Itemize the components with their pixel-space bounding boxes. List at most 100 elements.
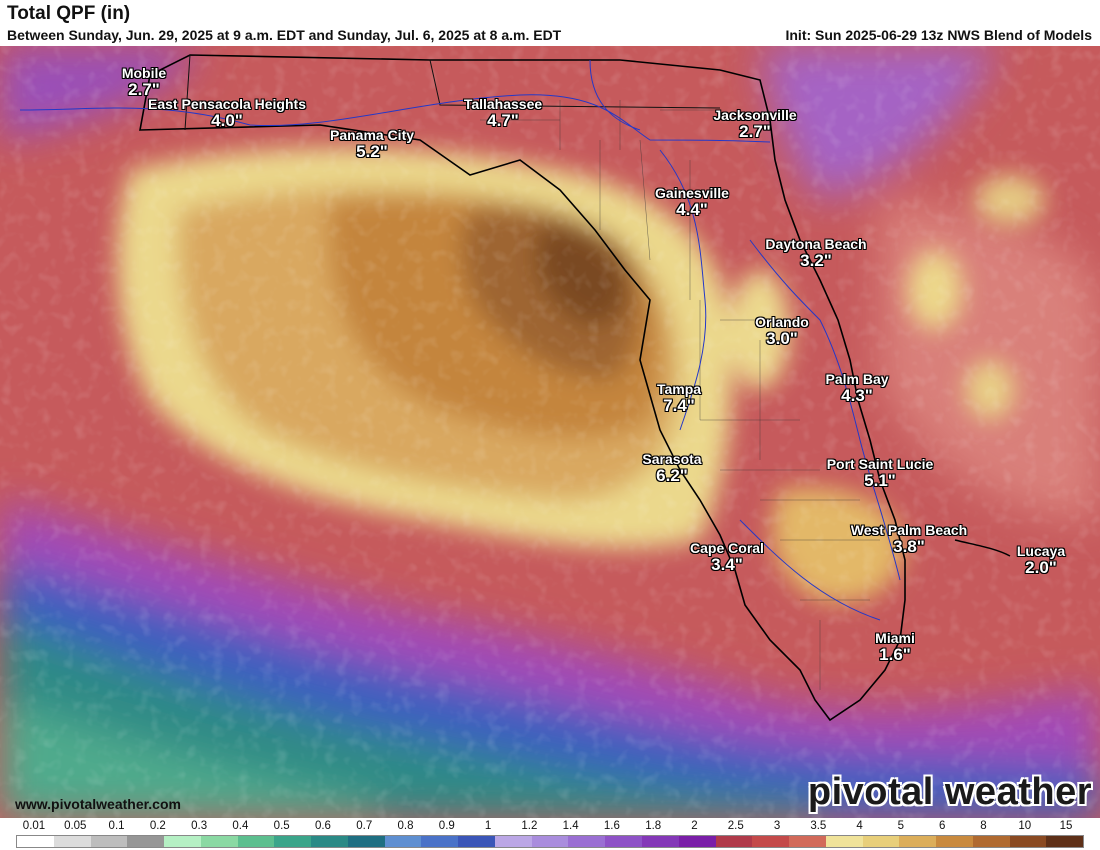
city-label: Palm Bay 4.3" [825,372,888,404]
city-rainfall: 3.4" [711,555,743,574]
city-label: East Pensacola Heights 4.0" [148,97,306,129]
city-label: West Palm Beach 3.8" [851,523,967,555]
map-subtitle: Between Sunday, Jun. 29, 2025 at 9 a.m. … [7,27,562,43]
legend-tick-label: 2.5 [727,820,744,832]
city-rainfall: 2.7" [128,80,160,99]
city-rainfall: 2.0" [1025,558,1057,577]
legend-tick-label: 6 [938,820,946,832]
legend-swatch [1009,836,1047,847]
legend-tick-label: 3 [773,820,781,832]
legend-swatch [862,836,900,847]
legend-tick-label: 0.2 [149,820,166,832]
model-init: Init: Sun 2025-06-29 13z NWS Blend of Mo… [785,27,1092,43]
city-name: Sarasota [642,451,702,467]
legend-swatch [642,836,679,847]
city-rainfall: 6.2" [656,466,688,485]
legend-tick-label: 1.6 [603,820,620,832]
website-link[interactable]: www.pivotalweather.com [15,796,181,812]
city-rainfall: 3.8" [893,537,925,556]
legend-tick-label: 3.5 [810,820,827,832]
city-name: West Palm Beach [850,522,968,538]
city-rainfall: 3.2" [800,251,832,270]
legend-swatch [458,836,495,847]
color-legend: 0.01 0.05 0.1 0.2 0.3 0.4 0.5 0.6 0.7 0.8 0.9 1 1.2 1… [0,818,1100,850]
legend-swatch [605,836,643,847]
city-name: Port Saint Lucie [826,456,934,472]
city-name: Lucaya [1016,543,1066,559]
city-label: Mobile 2.7" [122,66,166,98]
legend-swatch [53,836,91,847]
city-name: Orlando [755,314,809,330]
city-label: Orlando 3.0" [755,315,809,347]
city-label: Cape Coral 3.4" [690,541,764,573]
city-label: Gainesville 4.4" [655,186,729,218]
map-title: Total QPF (in) [7,3,131,24]
legend-tick-label: 4 [856,820,863,832]
legend-swatch [1046,836,1084,847]
city-label: Port Saint Lucie 5.1" [827,457,934,489]
city-label: Panama City 5.2" [330,128,414,160]
legend-tick-label: 0.5 [273,820,290,832]
map-header: Total QPF (in) Between Sunday, Jun. 29, … [0,0,1100,46]
legend-tick-label: 0.01 [22,820,46,832]
legend-tick-label: 5 [897,820,905,832]
legend-swatch [494,836,532,847]
city-rainfall: 4.3" [841,386,873,405]
city-name: Cape Coral [690,540,764,556]
legend-swatch [752,836,790,847]
legend-tick-label: 0.3 [191,820,208,832]
legend-swatch [274,836,312,847]
city-rainfall: 5.1" [864,471,896,490]
legend-color-bar [16,835,1084,848]
city-name: Jacksonville [713,107,797,123]
city-rainfall: 4.7" [487,111,519,130]
city-label: Tallahassee 4.7" [464,97,542,129]
legend-swatch [90,836,128,847]
legend-swatch [568,836,606,847]
legend-tick-label: 10 [1018,820,1032,832]
city-name: Mobile [121,65,167,81]
legend-swatch [531,836,569,847]
legend-swatch [311,836,348,847]
legend-swatch [972,836,1010,847]
legend-tick-label: 1.8 [645,820,662,832]
legend-tick-label: 0.7 [356,820,373,832]
city-rainfall: 7.4" [663,396,695,415]
legend-swatch [347,836,385,847]
city-name: Daytona Beach [765,236,867,252]
city-label: Lucaya 2.0" [1017,544,1065,576]
city-name: Palm Bay [825,371,889,387]
city-name: Miami [875,630,915,646]
legend-swatch [715,836,753,847]
precipitation-map[interactable]: Mobile 2.7" East Pensacola Heights 4.0" … [0,46,1100,818]
city-label: Daytona Beach 3.2" [765,237,866,269]
legend-tick-label: 0.1 [108,820,125,832]
city-label: Sarasota 6.2" [642,452,701,484]
legend-swatch [17,836,54,847]
legend-ticks: 0.01 0.05 0.1 0.2 0.3 0.4 0.5 0.6 0.7 0.8 0.9 1 1.2 1… [0,820,1100,834]
city-name: Panama City [329,127,415,143]
city-rainfall: 5.2" [356,142,388,161]
city-label: Miami 1.6" [875,631,915,663]
city-label: Tampa 7.4" [657,382,701,414]
florida-outline [139,54,906,722]
legend-swatch [237,836,275,847]
legend-tick-label: 0.9 [438,820,455,832]
legend-tick-label: 0.4 [232,820,249,832]
city-rainfall: 2.7" [739,122,771,141]
city-name: Tampa [656,381,702,397]
legend-tick-label: 2 [691,820,698,832]
brand-logo: pivotal weather [807,771,1092,813]
legend-swatch [789,836,826,847]
legend-tick-label: 1 [484,820,492,832]
legend-tick-label: 8 [980,820,987,832]
legend-swatch [825,836,863,847]
legend-tick-label: 1.4 [562,820,579,832]
legend-swatch [936,836,973,847]
city-name: Tallahassee [463,96,543,112]
legend-swatch [899,836,937,847]
legend-tick-label: 0.6 [314,820,331,832]
legend-swatch [678,836,716,847]
city-label: Jacksonville 2.7" [713,108,796,140]
map-graphic [0,46,1100,818]
